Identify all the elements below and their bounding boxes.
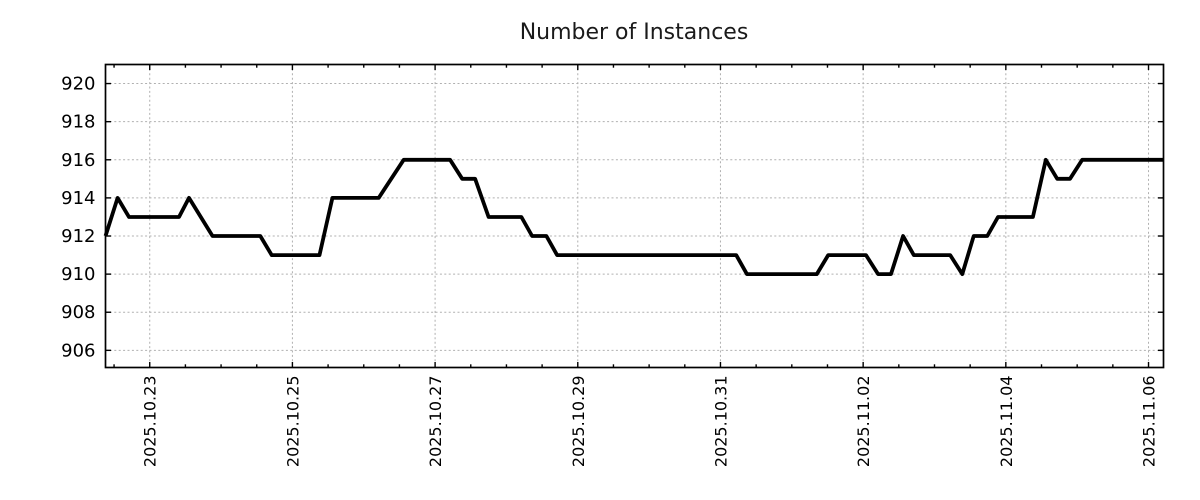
- x-tick-label: 2025.10.29: [569, 376, 588, 468]
- plot-border: [104, 63, 1165, 369]
- x-tick-label: 2025.11.02: [854, 376, 873, 468]
- axis-layer: [104, 63, 1165, 369]
- y-tick-label: 914: [61, 188, 95, 209]
- y-tick-label: 918: [61, 112, 95, 133]
- series-layer: [103, 157, 1164, 277]
- x-tick-label: 2025.10.25: [283, 376, 302, 468]
- axis-labels-layer: 906 908 910 912 914 916 918 920 2025.10.23 2025.1…: [61, 74, 1158, 468]
- y-tick-label: 912: [61, 226, 95, 247]
- grid-layer: [105, 64, 1164, 368]
- x-tick-label: 2025.10.23: [141, 376, 160, 468]
- series-line: [103, 157, 1164, 277]
- x-tick-label: 2025.11.04: [997, 376, 1016, 468]
- y-tick-label: 906: [61, 340, 95, 361]
- y-tick-label: 920: [61, 74, 95, 95]
- x-tick-label: 2025.10.27: [426, 376, 445, 468]
- y-tick-label: 916: [61, 150, 95, 171]
- chart-title: Number of Instances: [520, 20, 749, 45]
- y-tick-label: 910: [61, 264, 95, 285]
- x-tick-label: 2025.10.31: [711, 376, 730, 468]
- y-tick-label: 908: [61, 302, 95, 323]
- x-tick-label: 2025.11.06: [1140, 376, 1159, 468]
